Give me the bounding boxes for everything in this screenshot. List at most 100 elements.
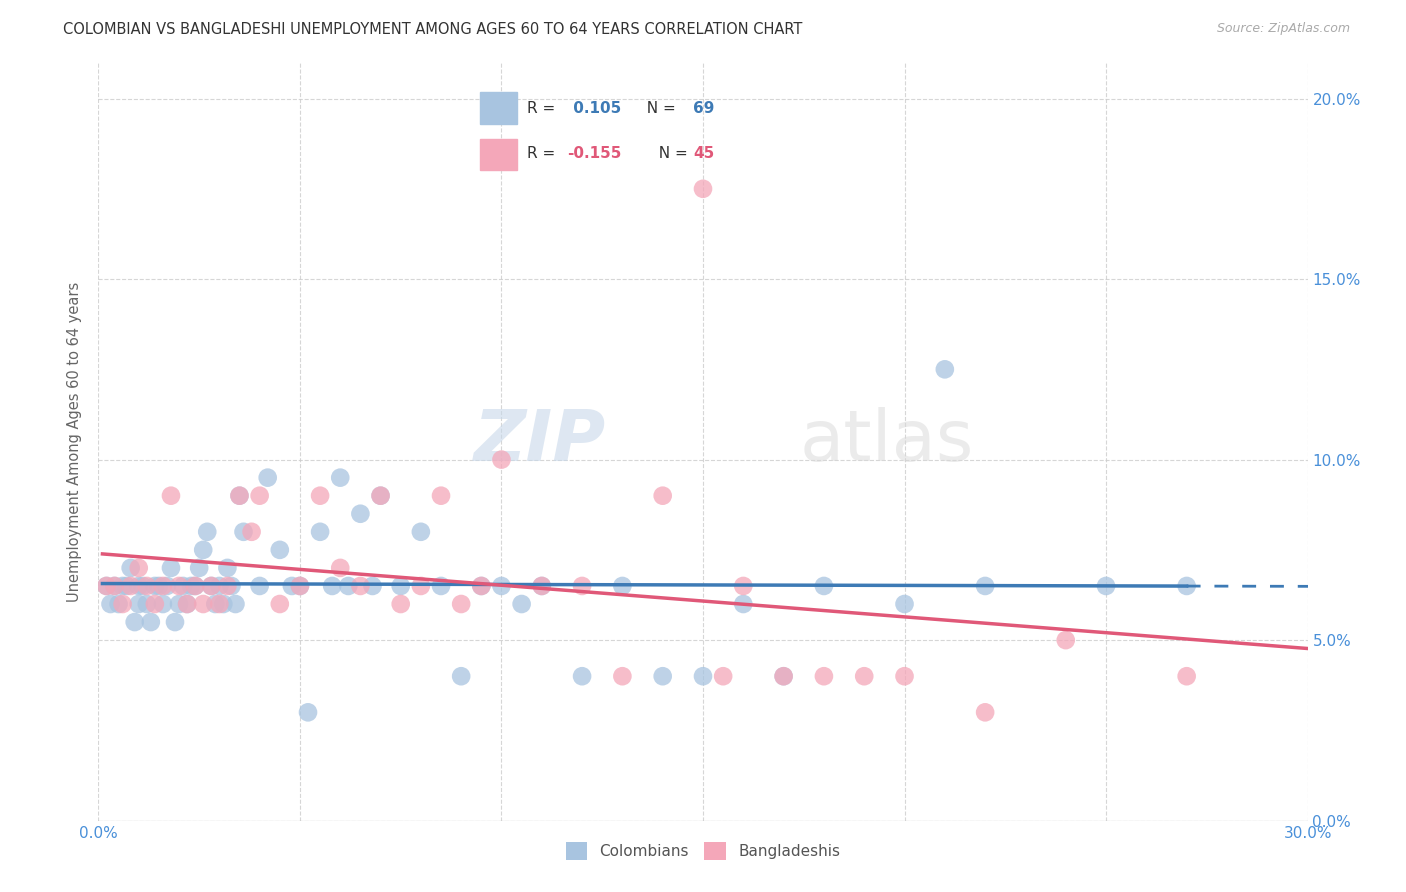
Point — [111, 597, 134, 611]
Point — [184, 579, 207, 593]
Point — [188, 561, 211, 575]
Point — [160, 561, 183, 575]
Point — [349, 579, 371, 593]
Point — [711, 669, 734, 683]
Point — [217, 561, 239, 575]
Point — [232, 524, 254, 539]
Point — [269, 597, 291, 611]
Point — [651, 489, 673, 503]
Point — [430, 579, 453, 593]
Point — [240, 524, 263, 539]
Point — [974, 579, 997, 593]
Point — [100, 597, 122, 611]
Point — [135, 597, 157, 611]
Point — [1095, 579, 1118, 593]
Point — [128, 561, 150, 575]
Text: Source: ZipAtlas.com: Source: ZipAtlas.com — [1216, 22, 1350, 36]
Point — [152, 597, 174, 611]
Point — [389, 579, 412, 593]
Legend: Colombians, Bangladeshis: Colombians, Bangladeshis — [560, 836, 846, 866]
Point — [228, 489, 250, 503]
Point — [228, 489, 250, 503]
Point — [221, 579, 243, 593]
Point — [256, 470, 278, 484]
Point — [349, 507, 371, 521]
Point — [152, 579, 174, 593]
Point — [733, 597, 755, 611]
Point — [143, 597, 166, 611]
Text: ZIP: ZIP — [474, 407, 606, 476]
Point — [361, 579, 384, 593]
Point — [200, 579, 222, 593]
Point — [96, 579, 118, 593]
Point — [249, 579, 271, 593]
Point — [217, 579, 239, 593]
Point — [208, 597, 231, 611]
Point — [195, 524, 218, 539]
Point — [107, 597, 129, 611]
Point — [143, 579, 166, 593]
Point — [329, 470, 352, 484]
Point — [167, 597, 190, 611]
Point — [1175, 669, 1198, 683]
Point — [651, 669, 673, 683]
Point — [120, 561, 142, 575]
Point — [120, 579, 142, 593]
Point — [208, 579, 231, 593]
Point — [163, 615, 186, 629]
Point — [450, 669, 472, 683]
Point — [470, 579, 492, 593]
Point — [128, 597, 150, 611]
Point — [193, 542, 215, 557]
Point — [135, 579, 157, 593]
Point — [1054, 633, 1077, 648]
Y-axis label: Unemployment Among Ages 60 to 64 years: Unemployment Among Ages 60 to 64 years — [67, 281, 83, 602]
Point — [212, 597, 235, 611]
Point — [321, 579, 343, 593]
Point — [193, 597, 215, 611]
Point — [288, 579, 311, 593]
Point — [103, 579, 125, 593]
Point — [103, 579, 125, 593]
Point — [813, 579, 835, 593]
Point — [813, 669, 835, 683]
Point — [200, 579, 222, 593]
Point — [692, 669, 714, 683]
Point — [204, 597, 226, 611]
Point — [1175, 579, 1198, 593]
Point — [281, 579, 304, 593]
Text: atlas: atlas — [800, 407, 974, 476]
Point — [772, 669, 794, 683]
Point — [337, 579, 360, 593]
Point — [148, 579, 170, 593]
Point — [184, 579, 207, 593]
Point — [370, 489, 392, 503]
Point — [692, 182, 714, 196]
Point — [470, 579, 492, 593]
Point — [612, 669, 634, 683]
Point — [530, 579, 553, 593]
Point — [132, 579, 155, 593]
Point — [329, 561, 352, 575]
Point — [224, 597, 246, 611]
Point — [389, 597, 412, 611]
Point — [124, 615, 146, 629]
Point — [297, 706, 319, 720]
Point — [128, 579, 150, 593]
Text: COLOMBIAN VS BANGLADESHI UNEMPLOYMENT AMONG AGES 60 TO 64 YEARS CORRELATION CHAR: COLOMBIAN VS BANGLADESHI UNEMPLOYMENT AM… — [63, 22, 803, 37]
Point — [111, 579, 134, 593]
Point — [571, 669, 593, 683]
Point — [612, 579, 634, 593]
Point — [96, 579, 118, 593]
Point — [893, 669, 915, 683]
Point — [571, 579, 593, 593]
Point — [510, 597, 533, 611]
Point — [491, 452, 513, 467]
Point — [491, 579, 513, 593]
Point — [430, 489, 453, 503]
Point — [450, 597, 472, 611]
Point — [176, 597, 198, 611]
Point — [733, 579, 755, 593]
Point — [288, 579, 311, 593]
Point — [115, 579, 138, 593]
